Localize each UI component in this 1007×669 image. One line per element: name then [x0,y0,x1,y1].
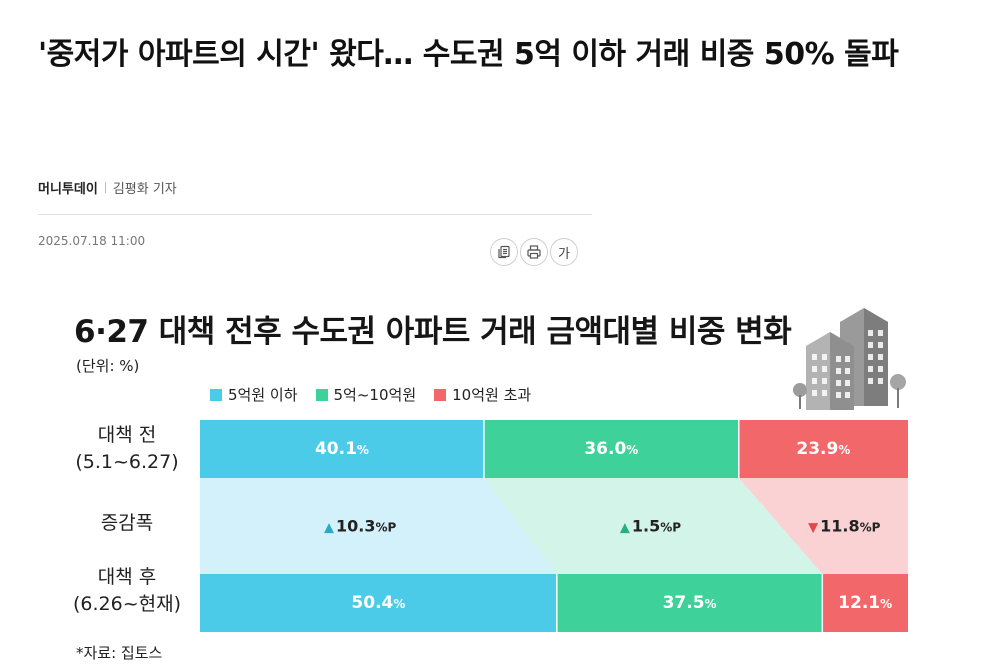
bar-after-high [822,574,908,632]
chart-canvas [200,420,908,632]
row-label-after-title: 대책 후 [97,566,157,588]
legend-item-low: 5억원 이하 [210,384,298,405]
row-label-before-title: 대책 전 [97,424,157,446]
legend-label-high: 10억원 초과 [452,386,532,404]
font-size-button[interactable]: 가 [550,238,578,266]
apartment-buildings-icon [793,308,906,410]
bar-before-high [738,420,908,478]
infographic-title: 6·27 대책 전후 수도권 아파트 거래 금액대별 비중 변화 [74,314,792,350]
triangle-up-icon: ▲ [324,520,335,536]
change-band-high [738,478,908,574]
legend-swatch-mid [315,388,328,401]
triangle-up-icon: ▲ [619,520,630,536]
bar-before-low [200,420,484,478]
bar-after-mid [556,574,823,632]
change-band-low [200,478,557,574]
legend-swatch-high [434,388,447,401]
row-label-before-period: (5.1~6.27) [75,451,179,473]
print-button[interactable] [520,238,548,266]
stacked-bar-chart: 40.1% 50.4% ▲ 10.3 %P 36.0% 37.5% ▲ 1.5 %P 23.9% 12… [200,420,908,632]
article-tools: 가 [490,238,578,266]
copy-button[interactable] [490,238,518,266]
legend-label-low: 5억원 이하 [228,386,298,404]
print-icon [527,245,541,259]
value-label-before-low: 40.1% [314,439,369,459]
row-label-after-period: (6.26~현재) [72,593,181,615]
row-label-after: 대책 후 (6.26~현재) [62,564,192,618]
bar-before-mid [483,420,739,478]
legend-label-mid: 5억~10억원 [333,386,417,404]
byline-divider [104,182,106,193]
bar-after-low [200,574,557,632]
triangle-down-icon: ▼ [808,520,819,536]
data-source: *자료: 집토스 [76,644,163,662]
article-headline: '중저가 아파트의 시간' 왔다… 수도권 5억 이하 거래 비중 50% 돌파 [38,37,899,72]
legend-item-mid: 5억~10억원 [315,384,417,405]
change-band-mid [483,478,823,574]
byline: 머니투데이 김평화 기자 [38,178,177,197]
value-label-after-low: 50.4% [351,593,406,613]
unit-label: (단위: %) [76,357,140,375]
publish-datetime: 2025.07.18 11:00 [38,234,146,248]
legend-swatch-low [210,388,222,401]
value-label-before-high: 23.9% [796,439,851,459]
legend-item-high: 10억원 초과 [434,384,531,405]
press-name[interactable]: 머니투데이 [38,182,98,197]
change-label-high: ▼ 11.8 %P [808,516,881,536]
value-label-after-mid: 37.5% [662,593,717,613]
row-label-change: 증감폭 [100,512,154,534]
change-label-mid: ▲ 1.5 %P [619,516,682,536]
change-label-low: ▲ 10.3 %P [324,516,397,536]
value-label-after-high: 12.1% [838,593,893,613]
reporter-name[interactable]: 김평화 기자 [112,182,177,197]
header-divider [38,214,592,215]
value-label-before-mid: 36.0% [584,439,639,459]
infographic: 6·27 대책 전후 수도권 아파트 거래 금액대별 비중 변화 (단위: %)… [62,292,920,669]
chart-legend: 5억원 이하 5억~10억원 10억원 초과 [210,384,531,405]
copy-icon [498,245,510,259]
row-label-before: 대책 전 (5.1~6.27) [62,422,192,476]
